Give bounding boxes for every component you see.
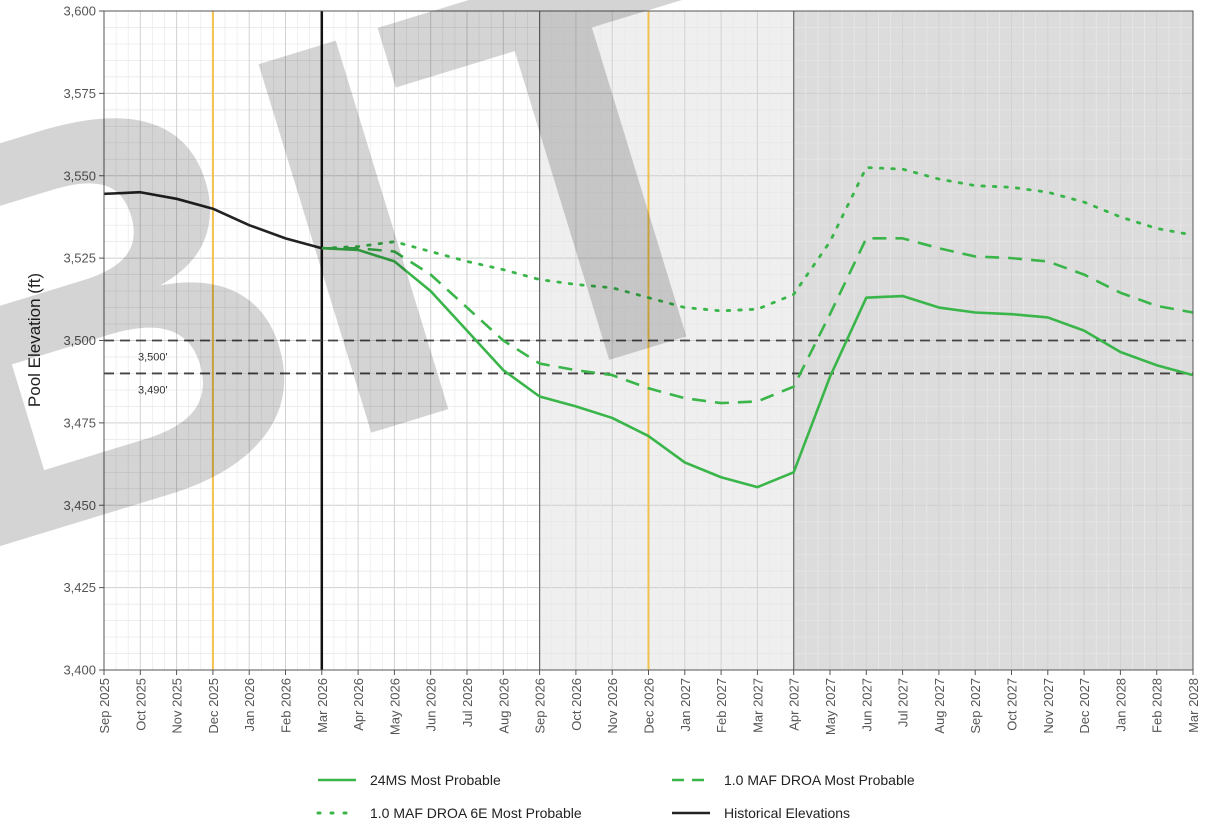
x-tick-label: Jan 2028 bbox=[1113, 678, 1128, 732]
x-tick-label: Nov 2025 bbox=[170, 678, 185, 734]
x-tick-label: Oct 2025 bbox=[133, 678, 148, 731]
y-tick-label: 3,425 bbox=[63, 580, 96, 595]
reference-line-label: 3,500' bbox=[138, 352, 168, 364]
series-line bbox=[321, 237, 1194, 405]
x-tick-label: Dec 2026 bbox=[642, 678, 657, 734]
x-tick-label: May 2027 bbox=[823, 678, 838, 735]
series-lines bbox=[103, 166, 1195, 489]
x-tick-label: Sep 2027 bbox=[968, 678, 983, 734]
x-tick-label: Feb 2027 bbox=[714, 678, 729, 733]
x-tick-label: Sep 2025 bbox=[97, 678, 112, 734]
x-tick-label: Mar 2028 bbox=[1186, 678, 1201, 733]
y-tick-label: 3,500 bbox=[63, 333, 96, 348]
x-tick-label: Aug 2026 bbox=[496, 678, 511, 734]
x-tick-label: Jun 2027 bbox=[859, 678, 874, 732]
series-line bbox=[321, 246, 1194, 489]
reference-lines: 3,500' 3,490' bbox=[104, 339, 1193, 396]
x-tick-label: Apr 2027 bbox=[787, 678, 802, 731]
y-tick-label: 3,450 bbox=[63, 498, 96, 513]
x-axis-ticks: Sep 2025 Oct 2025 Nov 2025 Dec 2025 Jan 2026… bbox=[97, 670, 1201, 735]
y-tick-label: 3,400 bbox=[63, 663, 96, 678]
x-tick-label: Dec 2027 bbox=[1077, 678, 1092, 734]
series-line bbox=[320, 166, 1195, 313]
y-tick-label: 3,550 bbox=[63, 168, 96, 183]
y-tick-label: 3,600 bbox=[63, 4, 96, 19]
legend-label: Historical Elevations bbox=[724, 805, 850, 821]
y-tick-label: 3,475 bbox=[63, 415, 96, 430]
x-tick-label: Aug 2027 bbox=[932, 678, 947, 734]
x-tick-label: Jul 2027 bbox=[896, 678, 911, 727]
y-tick-label: 3,525 bbox=[63, 251, 96, 266]
y-axis-title: Pool Elevation (ft) bbox=[25, 273, 44, 407]
x-tick-label: Mar 2026 bbox=[315, 678, 330, 733]
x-tick-label: Jun 2026 bbox=[424, 678, 439, 732]
x-tick-label: Dec 2025 bbox=[206, 678, 221, 734]
x-tick-label: Jan 2026 bbox=[242, 678, 257, 732]
x-tick-label: Oct 2026 bbox=[569, 678, 584, 731]
legend-label: 24MS Most Probable bbox=[370, 772, 501, 788]
legend-label: 1.0 MAF DROA Most Probable bbox=[724, 772, 915, 788]
legend: 24MS Most Probable 1.0 MAF DROA Most Prob… bbox=[316, 772, 915, 821]
x-tick-label: Jan 2027 bbox=[678, 678, 693, 732]
reference-line-label: 3,490' bbox=[138, 384, 168, 396]
y-tick-label: 3,575 bbox=[63, 86, 96, 101]
x-tick-label: May 2026 bbox=[387, 678, 402, 735]
x-tick-label: Oct 2027 bbox=[1005, 678, 1020, 731]
x-tick-label: Feb 2028 bbox=[1150, 678, 1165, 733]
x-tick-label: Sep 2026 bbox=[533, 678, 548, 734]
y-axis-ticks: 3,400 3,425 3,450 3,475 3,500 3,525 3,550 3,575… bbox=[63, 4, 104, 678]
x-tick-label: Nov 2026 bbox=[605, 678, 620, 734]
series-line bbox=[103, 190, 323, 250]
x-tick-label: Nov 2027 bbox=[1041, 678, 1056, 734]
x-tick-label: Jul 2026 bbox=[460, 678, 475, 727]
legend-label: 1.0 MAF DROA 6E Most Probable bbox=[370, 805, 582, 821]
x-tick-label: Mar 2027 bbox=[750, 678, 765, 733]
x-tick-label: Feb 2026 bbox=[279, 678, 294, 733]
x-tick-label: Apr 2026 bbox=[351, 678, 366, 731]
